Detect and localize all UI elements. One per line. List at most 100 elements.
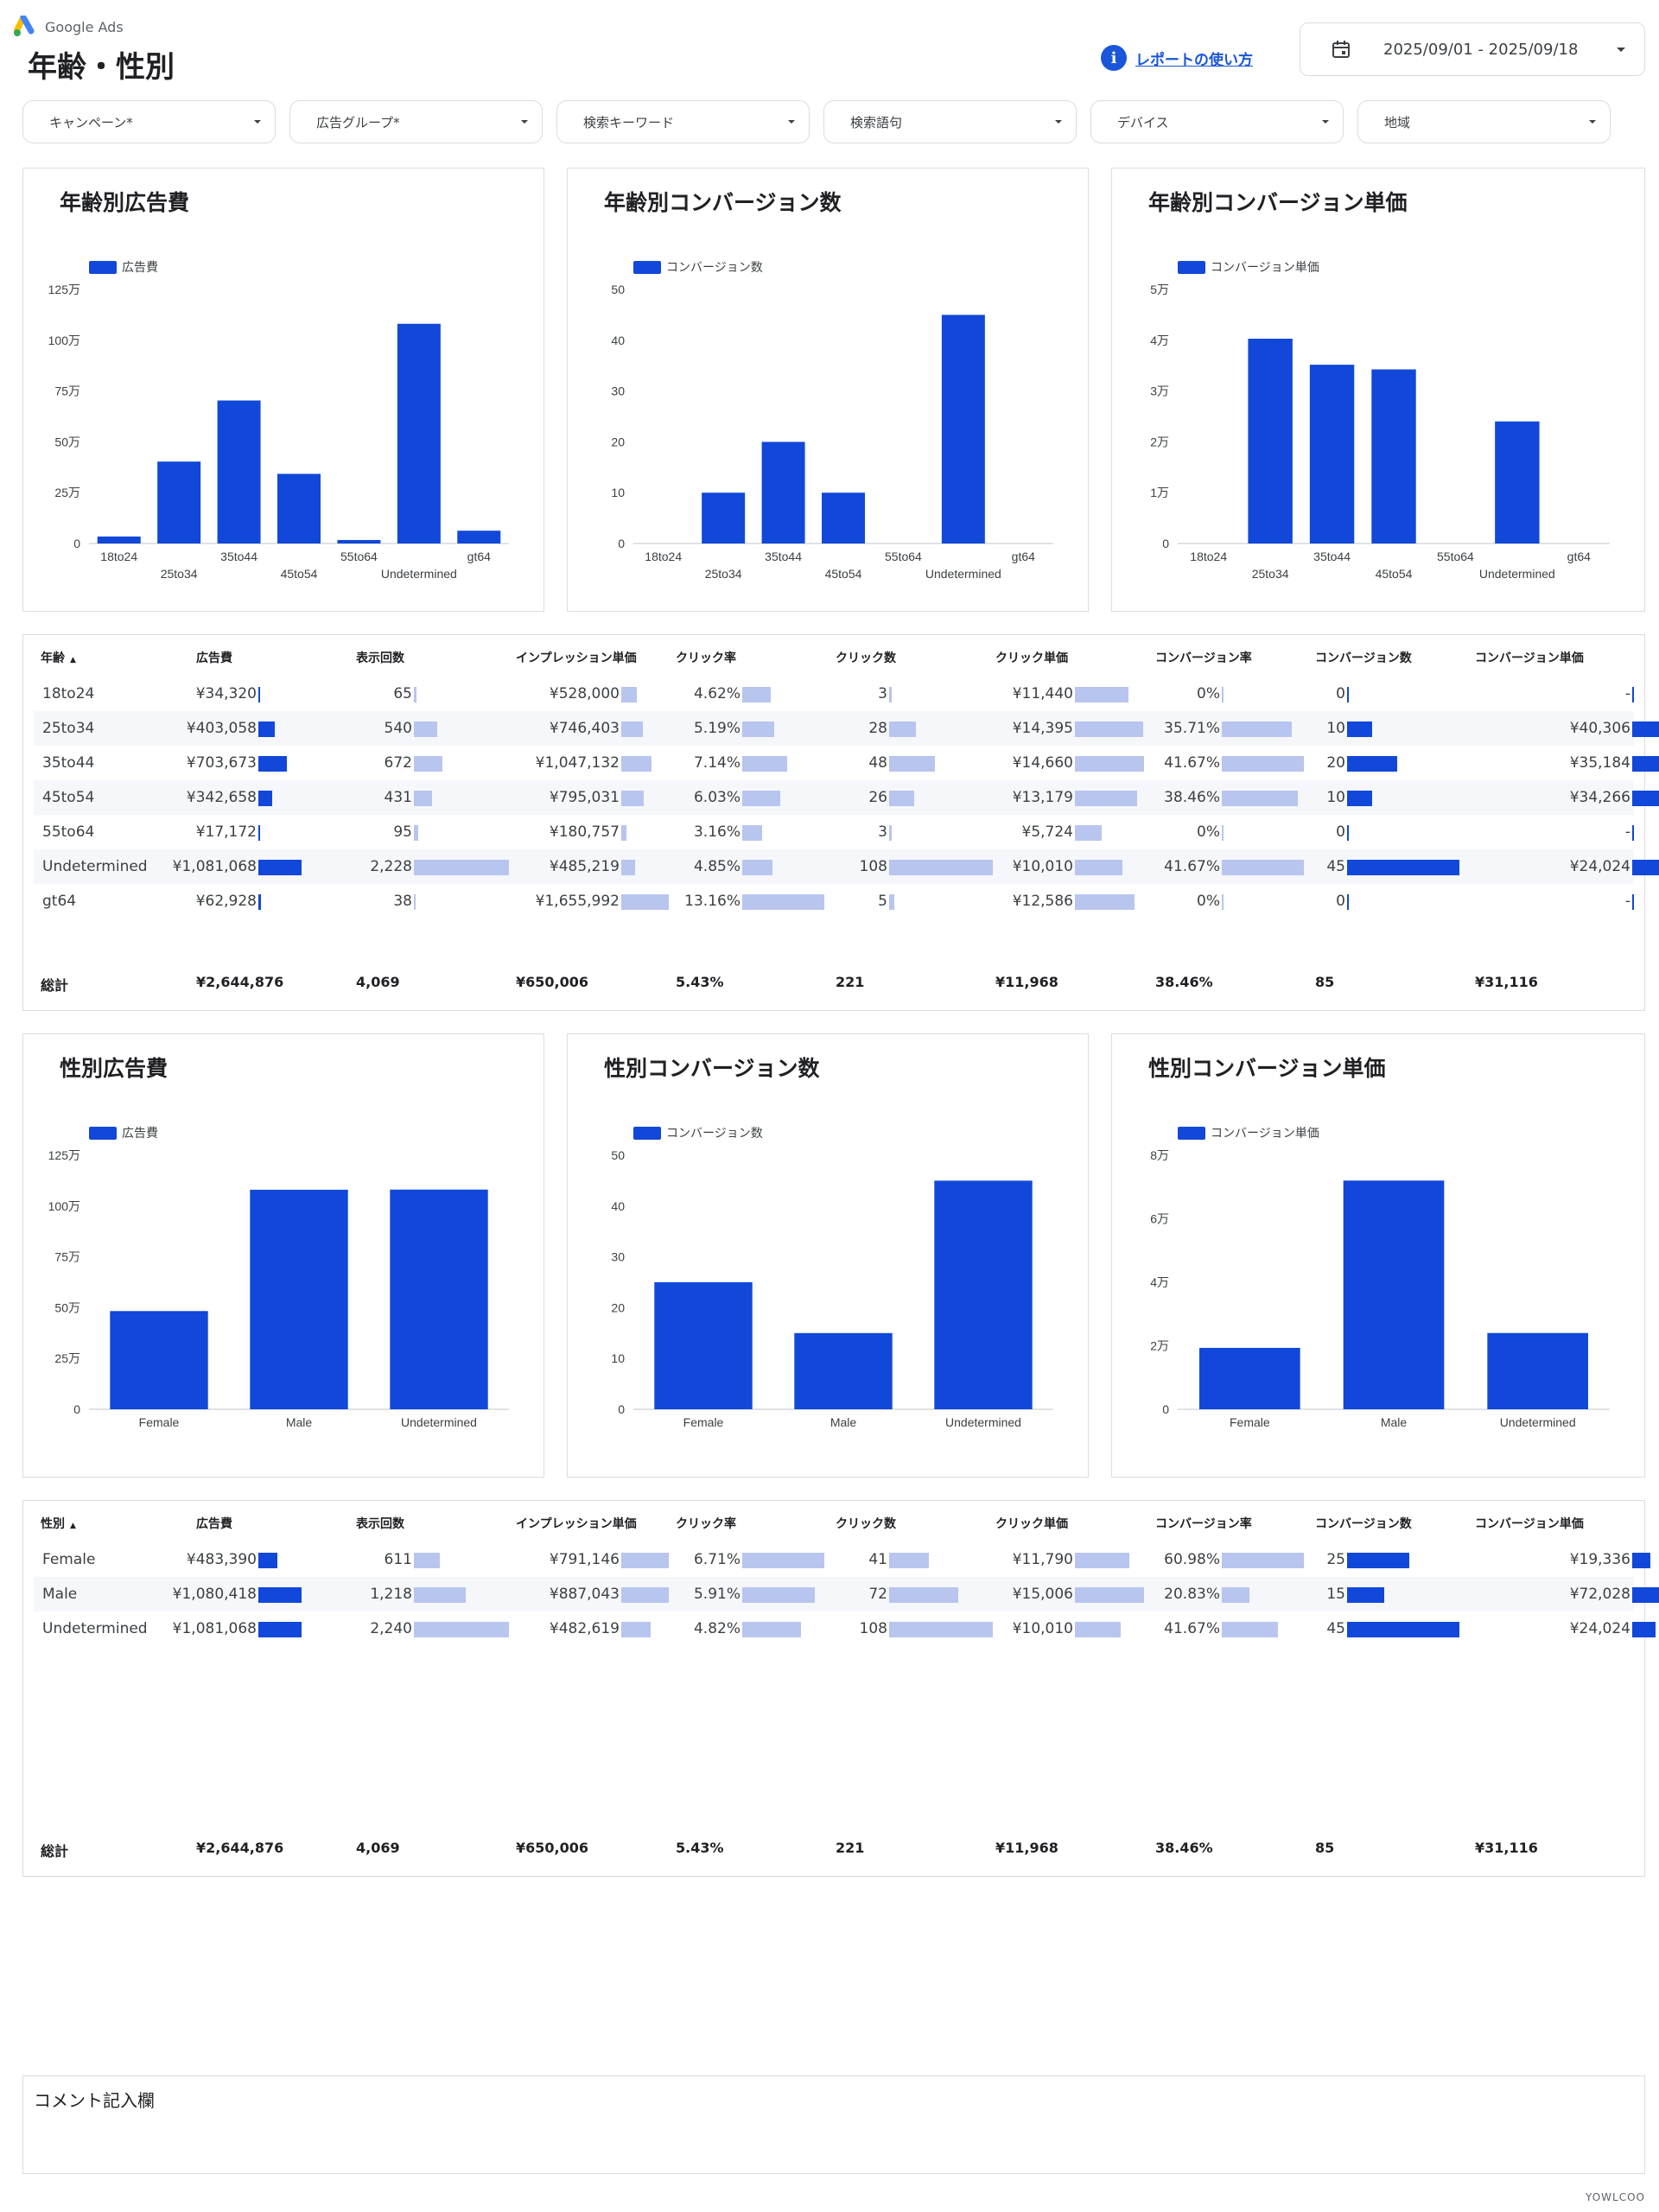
- column-header[interactable]: コンバージョン数: [1315, 649, 1412, 666]
- table-cell: -: [1624, 823, 1630, 841]
- table-bar: [1347, 721, 1372, 737]
- legend-swatch: [1178, 260, 1205, 274]
- table-cell: ¥1,081,068: [172, 858, 257, 875]
- table-cell: 10: [1326, 789, 1345, 806]
- chart-bar: [457, 531, 501, 543]
- table-cell: ¥703,673: [186, 754, 257, 772]
- x-tick-label: 35to44: [1313, 550, 1351, 563]
- help-link-group[interactable]: i レポートの使い方: [1101, 45, 1253, 71]
- column-header[interactable]: クリック率: [676, 649, 736, 666]
- table-cell: ¥1,080,418: [172, 1586, 257, 1603]
- column-header[interactable]: 年齢 ▲: [41, 649, 76, 666]
- chart-title: 年齢別広告費: [60, 190, 190, 215]
- table-bar: [1075, 756, 1144, 772]
- column-header[interactable]: クリック数: [836, 649, 896, 666]
- table-bar: [1347, 756, 1397, 772]
- column-header[interactable]: クリック率: [676, 1515, 736, 1532]
- x-tick-label: 45to54: [825, 567, 862, 581]
- column-header[interactable]: 性別 ▲: [41, 1515, 76, 1532]
- x-tick-label: 25to34: [1252, 567, 1289, 581]
- table-bar: [258, 825, 260, 841]
- filter-keyword[interactable]: 検索キーワード: [556, 100, 810, 143]
- x-tick-label: 25to34: [161, 567, 198, 581]
- column-header-label: クリック単価: [995, 1517, 1068, 1531]
- table-cell: 25: [1326, 1551, 1345, 1568]
- table-bar: [1632, 825, 1634, 841]
- table-bar: [1075, 1587, 1144, 1603]
- column-header-label: 広告費: [196, 652, 232, 665]
- calendar-icon: [1332, 41, 1350, 58]
- table-cell: 41.67%: [1164, 1620, 1220, 1637]
- table-row[interactable]: Undetermined ¥1,081,068 2,240 ¥482,619 4.82%…: [34, 1611, 1656, 1646]
- column-header[interactable]: クリック単価: [995, 649, 1068, 666]
- column-header[interactable]: コンバージョン単価: [1475, 649, 1584, 666]
- table-bar: [1222, 721, 1293, 737]
- column-header[interactable]: コンバージョン率: [1155, 649, 1252, 666]
- table-cell: 26: [868, 789, 887, 806]
- filter-region[interactable]: 地域: [1357, 100, 1611, 143]
- filter-ad-group[interactable]: 広告グループ*: [289, 100, 543, 143]
- table-row[interactable]: Undetermined ¥1,081,068 2,228 ¥485,219 4.85%…: [34, 849, 1659, 884]
- table-cell: ¥34,266: [1569, 789, 1630, 806]
- table-bar: [414, 687, 417, 702]
- table-cell: ¥24,024: [1569, 1620, 1630, 1637]
- y-tick-label: 25万: [54, 1351, 80, 1365]
- table-bar: [414, 791, 433, 806]
- column-header[interactable]: 表示回数: [356, 649, 404, 666]
- column-header[interactable]: コンバージョン単価: [1475, 1515, 1584, 1532]
- column-header[interactable]: 広告費: [196, 649, 232, 666]
- y-tick-label: 0: [1162, 1402, 1169, 1416]
- x-tick-label: Female: [139, 1415, 180, 1429]
- filter-device[interactable]: デバイス: [1090, 100, 1344, 143]
- table-row[interactable]: 35to44 ¥703,673 672 ¥1,047,132 7.14% 48 ¥14,66…: [34, 746, 1659, 780]
- info-icon: i: [1101, 45, 1127, 71]
- total-cell: ¥2,644,876: [196, 974, 284, 990]
- table-cell: 0%: [1197, 823, 1220, 841]
- table-row[interactable]: gt64 ¥62,928 38 ¥1,655,992 13.16% 5 ¥12,586 0% 0…: [34, 884, 1634, 918]
- help-link[interactable]: レポートの使い方: [1135, 51, 1253, 69]
- table-row[interactable]: 25to34 ¥403,058 540 ¥746,403 5.19% 28 ¥14,395 3…: [34, 711, 1659, 746]
- table-bar: [742, 1622, 802, 1637]
- y-tick-label: 2万: [1150, 1339, 1169, 1353]
- legend-swatch: [89, 1126, 117, 1140]
- table-row[interactable]: 55to64 ¥17,172 95 ¥180,757 3.16% 3 ¥5,724 0% 0 -: [34, 815, 1634, 849]
- logo-text: Google Ads: [45, 18, 124, 35]
- filter-bar: キャンペーン* 広告グループ* 検索キーワード 検索語句 デバイス 地域: [22, 100, 1611, 143]
- y-tick-label: 1万: [1150, 486, 1169, 499]
- y-tick-label: 50万: [54, 1300, 80, 1314]
- column-header[interactable]: クリック単価: [995, 1515, 1068, 1532]
- table-bar: [889, 825, 893, 841]
- column-header[interactable]: クリック数: [836, 1515, 896, 1532]
- comment-box[interactable]: コメント記入欄: [22, 2075, 1645, 2174]
- column-header-label: クリック率: [676, 1517, 736, 1531]
- table-row[interactable]: Male ¥1,080,418 1,218 ¥887,043 5.91% 72 ¥15,00…: [34, 1577, 1659, 1611]
- legend-swatch: [633, 260, 661, 274]
- table-cell: 6.71%: [693, 1551, 741, 1568]
- table-cell: 3: [878, 685, 887, 702]
- column-header[interactable]: インプレッション単価: [516, 1515, 637, 1532]
- table-row[interactable]: 45to54 ¥342,658 431 ¥795,031 6.03% 26 ¥13,179 3…: [34, 780, 1659, 815]
- column-header-label: コンバージョン単価: [1475, 1517, 1584, 1531]
- filter-campaign[interactable]: キャンペーン*: [22, 100, 276, 143]
- table-cell: 38.46%: [1164, 789, 1220, 806]
- y-tick-label: 4万: [1150, 1275, 1169, 1289]
- column-header[interactable]: 広告費: [196, 1515, 232, 1532]
- column-header[interactable]: コンバージョン数: [1315, 1515, 1412, 1532]
- column-header[interactable]: インプレッション単価: [516, 649, 637, 666]
- table-cell: 5: [878, 893, 887, 910]
- date-range-picker[interactable]: 2025/09/01 - 2025/09/18: [1300, 22, 1645, 76]
- table-bar: [889, 791, 914, 806]
- table-cell: 20: [1326, 754, 1345, 772]
- table-bar: [1632, 1622, 1656, 1637]
- table-bar: [414, 1587, 466, 1603]
- table-row[interactable]: 18to24 ¥34,320 65 ¥528,000 4.62% 3 ¥11,440 0% 0 -: [34, 677, 1634, 711]
- table-row[interactable]: Female ¥483,390 611 ¥791,146 6.71% 41 ¥11,790 6…: [34, 1542, 1651, 1577]
- total-cell: ¥2,644,876: [196, 1840, 284, 1856]
- y-tick-label: 100万: [48, 1199, 80, 1213]
- column-header[interactable]: 表示回数: [356, 1515, 404, 1532]
- chart-bar: [934, 1180, 1033, 1409]
- filter-search-term[interactable]: 検索語句: [823, 100, 1077, 143]
- x-tick-label: 35to44: [220, 550, 257, 563]
- column-header-label: 年齢: [41, 652, 65, 665]
- column-header[interactable]: コンバージョン率: [1155, 1515, 1252, 1532]
